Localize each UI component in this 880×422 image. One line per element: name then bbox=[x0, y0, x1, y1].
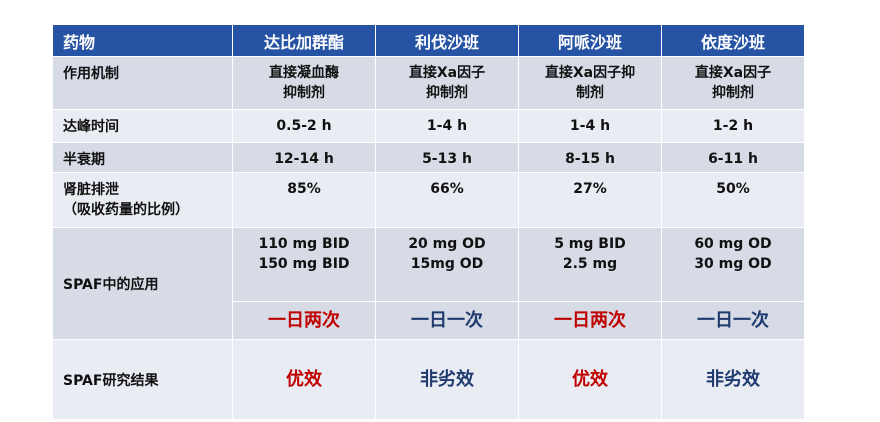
frequency-apixaban: 一日两次 bbox=[518, 300, 662, 341]
anticoagulant-comparison-table: 药物 达比加群酯 利伐沙班 阿哌沙班 依度沙班 作用机制 直接凝血酶 抑制剂 直接… bbox=[52, 24, 805, 420]
halflife-rivaroxaban: 5-13 h bbox=[375, 141, 519, 174]
dose-rivaroxaban: 20 mg OD 15mg OD bbox=[375, 227, 519, 302]
row-renal: 肾脏排泄 （吸收药量的比例） 85% 66% 27% 50% bbox=[52, 172, 805, 229]
peak-edoxaban: 1-2 h bbox=[661, 109, 805, 143]
peak-rivaroxaban: 1-4 h bbox=[375, 109, 519, 143]
result-edoxaban: 非劣效 bbox=[661, 339, 805, 420]
halflife-apixaban: 8-15 h bbox=[518, 141, 662, 174]
mechanism-edoxaban: 直接Xa因子 抑制剂 bbox=[661, 55, 805, 111]
renal-dabigatran: 85% bbox=[232, 172, 376, 229]
result-dabigatran: 优效 bbox=[232, 339, 376, 420]
frequency-edoxaban: 一日一次 bbox=[661, 300, 805, 341]
label-results: SPAF研究结果 bbox=[52, 339, 233, 420]
header-rivaroxaban: 利伐沙班 bbox=[375, 24, 519, 57]
row-spaf-dose: SPAF中的应用 110 mg BID 150 mg BID 20 mg OD 15… bbox=[52, 227, 805, 341]
label-halflife: 半衰期 bbox=[52, 141, 233, 174]
header-dabigatran: 达比加群酯 bbox=[232, 24, 376, 57]
renal-edoxaban: 50% bbox=[661, 172, 805, 229]
mechanism-rivaroxaban: 直接Xa因子 抑制剂 bbox=[375, 55, 519, 111]
header-row: 药物 达比加群酯 利伐沙班 阿哌沙班 依度沙班 bbox=[52, 24, 805, 57]
frequency-dabigatran: 一日两次 bbox=[232, 300, 376, 341]
halflife-dabigatran: 12-14 h bbox=[232, 141, 376, 174]
row-mechanism: 作用机制 直接凝血酶 抑制剂 直接Xa因子 抑制剂 直接Xa因子抑 制剂 直接Xa因子… bbox=[52, 55, 805, 111]
row-results: SPAF研究结果 优效 非劣效 优效 非劣效 bbox=[52, 339, 805, 420]
label-peak: 达峰时间 bbox=[52, 109, 233, 143]
renal-apixaban: 27% bbox=[518, 172, 662, 229]
dose-apixaban: 5 mg BID 2.5 mg bbox=[518, 227, 662, 302]
dose-dabigatran: 110 mg BID 150 mg BID bbox=[232, 227, 376, 302]
peak-apixaban: 1-4 h bbox=[518, 109, 662, 143]
label-spaf: SPAF中的应用 bbox=[52, 227, 233, 341]
frequency-rivaroxaban: 一日一次 bbox=[375, 300, 519, 341]
peak-dabigatran: 0.5-2 h bbox=[232, 109, 376, 143]
row-halflife: 半衰期 12-14 h 5-13 h 8-15 h 6-11 h bbox=[52, 141, 805, 174]
header-drug: 药物 bbox=[52, 24, 233, 57]
row-peak: 达峰时间 0.5-2 h 1-4 h 1-4 h 1-2 h bbox=[52, 109, 805, 143]
label-renal: 肾脏排泄 （吸收药量的比例） bbox=[52, 172, 233, 229]
halflife-edoxaban: 6-11 h bbox=[661, 141, 805, 174]
header-apixaban: 阿哌沙班 bbox=[518, 24, 662, 57]
result-apixaban: 优效 bbox=[518, 339, 662, 420]
row-spaf-frequency: 一日两次 一日一次 一日两次 一日一次 bbox=[53, 300, 805, 341]
result-rivaroxaban: 非劣效 bbox=[375, 339, 519, 420]
header-edoxaban: 依度沙班 bbox=[661, 24, 805, 57]
dose-edoxaban: 60 mg OD 30 mg OD bbox=[661, 227, 805, 302]
mechanism-dabigatran: 直接凝血酶 抑制剂 bbox=[232, 55, 376, 111]
mechanism-apixaban: 直接Xa因子抑 制剂 bbox=[518, 55, 662, 111]
renal-rivaroxaban: 66% bbox=[375, 172, 519, 229]
label-mechanism: 作用机制 bbox=[52, 55, 233, 111]
